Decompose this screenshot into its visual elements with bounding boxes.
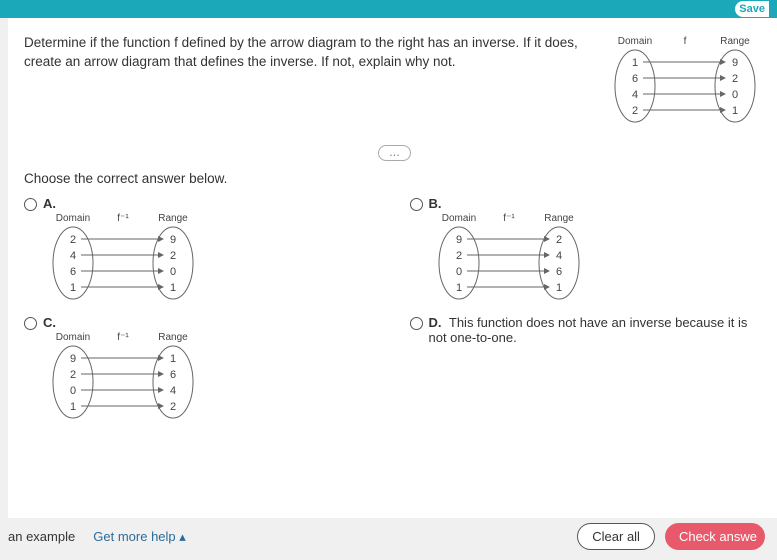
svg-text:9: 9	[455, 234, 461, 246]
svg-text:1: 1	[732, 105, 738, 117]
svg-text:f⁻¹: f⁻¹	[117, 213, 129, 224]
radio-c[interactable]	[24, 317, 37, 330]
question-text: Determine if the function f defined by t…	[24, 34, 595, 124]
check-answer-button[interactable]: Check answe	[665, 523, 765, 550]
radio-d[interactable]	[410, 317, 423, 330]
svg-text:4: 4	[632, 89, 638, 101]
svg-text:1: 1	[632, 57, 638, 69]
dots-icon: ...	[378, 145, 411, 161]
svg-text:Range: Range	[720, 36, 750, 47]
option-b-label: B.	[429, 196, 442, 211]
svg-text:0: 0	[70, 385, 76, 397]
footer: an example Get more help ▴ Clear all Che…	[8, 523, 777, 554]
svg-text:1: 1	[170, 353, 176, 365]
svg-text:f⁻¹: f⁻¹	[117, 332, 129, 343]
help-link-label: Get more help	[93, 529, 175, 544]
svg-text:2: 2	[170, 401, 176, 413]
svg-text:2: 2	[632, 105, 638, 117]
header-bar: Save	[0, 0, 777, 18]
option-a[interactable]: A. Domain f⁻¹ Range 2 4 6 1 9 2 0 1	[24, 196, 380, 301]
svg-text:2: 2	[70, 369, 76, 381]
option-c-diagram: Domain f⁻¹ Range 9 2 0 1 1 6 4 2	[43, 330, 203, 420]
svg-text:1: 1	[70, 401, 76, 413]
svg-text:4: 4	[555, 250, 561, 262]
options-grid: A. Domain f⁻¹ Range 2 4 6 1 9 2 0 1 B. Domain f⁻¹ Ra…	[24, 196, 765, 420]
option-c-label: C.	[43, 315, 56, 330]
svg-text:0: 0	[170, 266, 176, 278]
option-b[interactable]: B. Domain f⁻¹ Range 9 2 0 1 2 4 6 1	[410, 196, 766, 301]
svg-text:1: 1	[455, 282, 461, 294]
clear-all-button[interactable]: Clear all	[577, 523, 655, 550]
svg-text:Range: Range	[544, 213, 574, 224]
option-a-label: A.	[43, 196, 56, 211]
svg-text:0: 0	[732, 89, 738, 101]
svg-text:Domain: Domain	[56, 213, 90, 224]
option-d[interactable]: D. This function does not have an invers…	[410, 315, 766, 420]
page-content: Determine if the function f defined by t…	[8, 18, 777, 518]
svg-text:f: f	[684, 36, 687, 47]
svg-text:9: 9	[170, 234, 176, 246]
svg-text:1: 1	[555, 282, 561, 294]
option-d-text: This function does not have an inverse b…	[429, 315, 748, 345]
svg-text:Domain: Domain	[441, 213, 475, 224]
option-a-diagram: Domain f⁻¹ Range 2 4 6 1 9 2 0 1	[43, 211, 203, 301]
svg-text:1: 1	[170, 282, 176, 294]
radio-b[interactable]	[410, 198, 423, 211]
svg-text:Range: Range	[158, 332, 188, 343]
svg-text:Domain: Domain	[618, 36, 652, 47]
save-button[interactable]: Save	[735, 1, 769, 17]
svg-text:Domain: Domain	[56, 332, 90, 343]
svg-text:2: 2	[732, 73, 738, 85]
option-d-label: D.	[429, 315, 442, 330]
svg-text:2: 2	[70, 234, 76, 246]
caret-up-icon: ▴	[179, 529, 186, 544]
main-arrow-diagram: Domain f Range 1 6 4 2 9 2 0 1	[605, 34, 765, 124]
svg-text:6: 6	[170, 369, 176, 381]
svg-text:Range: Range	[158, 213, 188, 224]
help-link[interactable]: Get more help ▴	[93, 529, 186, 544]
svg-text:6: 6	[632, 73, 638, 85]
svg-text:2: 2	[455, 250, 461, 262]
svg-text:4: 4	[70, 250, 76, 262]
svg-text:6: 6	[70, 266, 76, 278]
svg-text:2: 2	[555, 234, 561, 246]
radio-a[interactable]	[24, 198, 37, 211]
svg-text:f⁻¹: f⁻¹	[503, 213, 515, 224]
choose-prompt: Choose the correct answer below.	[24, 171, 765, 186]
option-c[interactable]: C. Domain f⁻¹ Range 9 2 0 1 1 6 4 2	[24, 315, 380, 420]
svg-text:9: 9	[70, 353, 76, 365]
option-b-diagram: Domain f⁻¹ Range 9 2 0 1 2 4 6 1	[429, 211, 589, 301]
svg-text:0: 0	[455, 266, 461, 278]
svg-text:2: 2	[170, 250, 176, 262]
example-link[interactable]: an example	[8, 529, 75, 544]
divider-dots[interactable]: ...	[24, 144, 765, 161]
svg-text:1: 1	[70, 282, 76, 294]
svg-text:9: 9	[732, 57, 738, 69]
svg-text:6: 6	[555, 266, 561, 278]
svg-text:4: 4	[170, 385, 176, 397]
